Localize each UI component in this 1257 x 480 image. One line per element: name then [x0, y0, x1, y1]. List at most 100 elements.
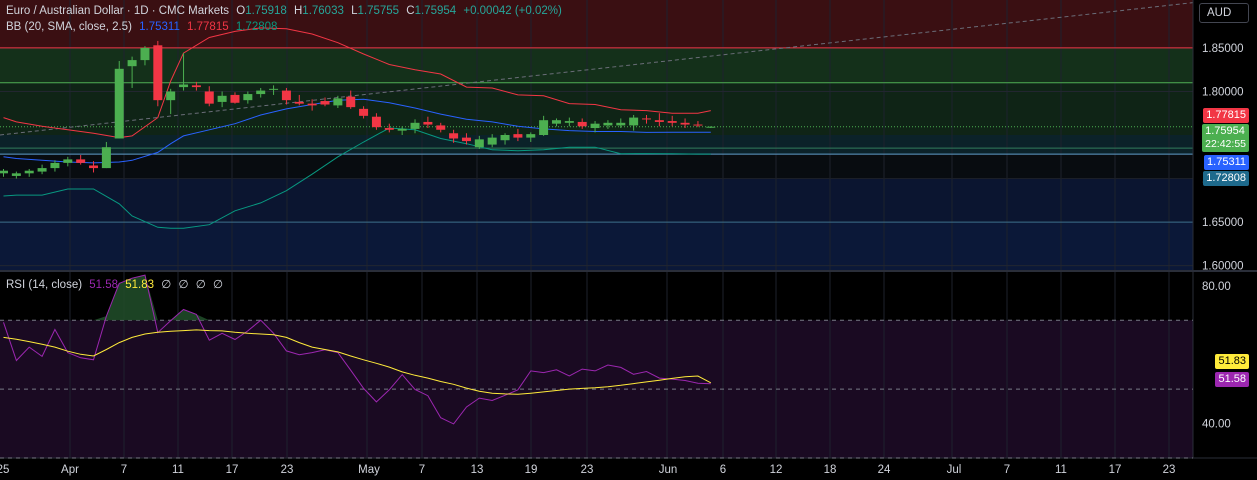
price-axis-tick: 1.60000	[1202, 261, 1244, 273]
close-value: 1.75954	[414, 5, 457, 17]
candle-body	[76, 159, 86, 163]
price-zone-band	[0, 154, 1193, 179]
candle-body	[410, 122, 420, 129]
open-label: O	[236, 5, 246, 17]
time-axis-label: 23	[581, 464, 594, 476]
candle-body	[500, 135, 510, 141]
candle-body	[436, 125, 446, 130]
candle-body	[269, 88, 279, 90]
candle-body	[423, 121, 433, 125]
last-price-value: 1.75954	[1205, 125, 1245, 137]
candle-body	[294, 101, 304, 104]
candle-body	[127, 60, 137, 67]
time-axis-label: 23	[1163, 464, 1176, 476]
candle-body	[281, 90, 291, 101]
candle-body	[243, 94, 253, 101]
candle-body	[680, 122, 690, 125]
time-axis-label: 11	[1055, 464, 1067, 476]
candle-body	[590, 123, 600, 129]
bb-lower-price-tag: 1.72808	[1203, 171, 1249, 186]
candle-body	[706, 126, 716, 128]
candle-body	[179, 84, 189, 88]
rsi-ma-axis-tag: 51.83	[1215, 354, 1249, 369]
bb-upper-value: 1.77815	[187, 21, 229, 33]
rsi-extra-value: ∅	[178, 279, 189, 291]
candle-body	[333, 98, 343, 106]
high-label: H	[293, 5, 303, 17]
price-zone-band	[0, 0, 1193, 48]
currency-button[interactable]: AUD	[1199, 3, 1249, 23]
candle-body	[564, 121, 574, 123]
low-value: 1.75755	[357, 5, 400, 17]
bb-label[interactable]: BB (20, SMA, close, 2.5)	[6, 21, 132, 33]
candle-body	[50, 162, 60, 169]
candle-body	[461, 137, 471, 142]
rsi-axis-tag: 51.58	[1215, 372, 1249, 387]
candle-body	[153, 45, 163, 101]
candle-body	[487, 137, 497, 145]
candle-body	[551, 120, 561, 124]
time-axis-label: 13	[471, 464, 484, 476]
candle-body	[24, 170, 34, 174]
time-axis-label: 7	[121, 464, 127, 476]
time-axis-label: Jun	[659, 464, 678, 476]
symbol-title[interactable]: Euro / Australian Dollar · 1D · CMC Mark…	[6, 5, 230, 17]
time-axis-label: Jul	[947, 464, 962, 476]
rsi-value: 51.58	[89, 279, 119, 291]
time-axis-label: 7	[419, 464, 425, 476]
candle-body	[474, 139, 484, 148]
bb-legend: BB (20, SMA, close, 2.5) 1.75311 1.77815…	[6, 20, 281, 35]
candle-body	[114, 68, 124, 139]
rsi-overbought-fill	[93, 275, 210, 321]
time-axis-label: 25	[0, 464, 9, 476]
rsi-label[interactable]: RSI (14, close)	[6, 279, 83, 291]
time-axis-label: Apr	[61, 464, 79, 476]
main-legend: Euro / Australian Dollar · 1D · CMC Mark…	[6, 4, 566, 19]
rsi-axis-tick: 40.00	[1202, 419, 1231, 431]
candle-body	[384, 128, 394, 130]
candle-body	[89, 165, 99, 169]
candle-body	[397, 128, 407, 131]
candle-body	[642, 118, 651, 120]
time-axis-label: 24	[878, 464, 891, 476]
candle-body	[101, 147, 111, 169]
open-value: 1.75918	[245, 5, 287, 17]
candle-body	[654, 120, 664, 122]
price-zone-band	[0, 178, 1193, 223]
rsi-ma-line	[3, 329, 712, 395]
rsi-extra-value: ∅	[161, 279, 172, 291]
candle-body	[230, 94, 240, 103]
price-axis-tick: 1.65000	[1202, 217, 1244, 229]
time-axis-label: May	[358, 464, 380, 476]
time-axis-label: 17	[226, 464, 239, 476]
rsi-extra-value: ∅	[212, 279, 223, 291]
candle-body	[603, 122, 613, 126]
candle-body	[449, 133, 459, 139]
bb-lower-line	[3, 127, 711, 229]
bar-countdown: 22:42:55	[1205, 138, 1246, 150]
candle-body	[346, 96, 356, 108]
change-value: +0.00042 (+0.02%)	[463, 5, 562, 17]
time-axis-label: 18	[824, 464, 837, 476]
price-zone-band	[0, 222, 1193, 270]
rsi-axis-tick: 80.00	[1202, 281, 1231, 293]
bb-upper-price-tag: 1.77815	[1203, 108, 1249, 123]
candle-body	[577, 121, 587, 127]
last-price-tag: 1.75954 22:42:55	[1202, 124, 1249, 152]
candle-body	[140, 47, 150, 61]
time-axis-label: 23	[281, 464, 294, 476]
candle-body	[667, 121, 677, 123]
candle-body	[307, 103, 317, 106]
bb-basis-price-tag: 1.75311	[1204, 155, 1249, 170]
candle-body	[11, 173, 21, 176]
price-zone-band	[0, 135, 1193, 155]
candle-body	[526, 134, 536, 138]
candle-body	[693, 124, 703, 126]
candle-body	[320, 101, 330, 105]
price-zone-band	[0, 47, 1193, 83]
bb-basis-value: 1.75311	[139, 21, 180, 33]
rsi-extra-value: ∅	[195, 279, 206, 291]
rsi-legend: RSI (14, close) 51.58 51.83 ∅ ∅ ∅ ∅	[6, 278, 227, 293]
